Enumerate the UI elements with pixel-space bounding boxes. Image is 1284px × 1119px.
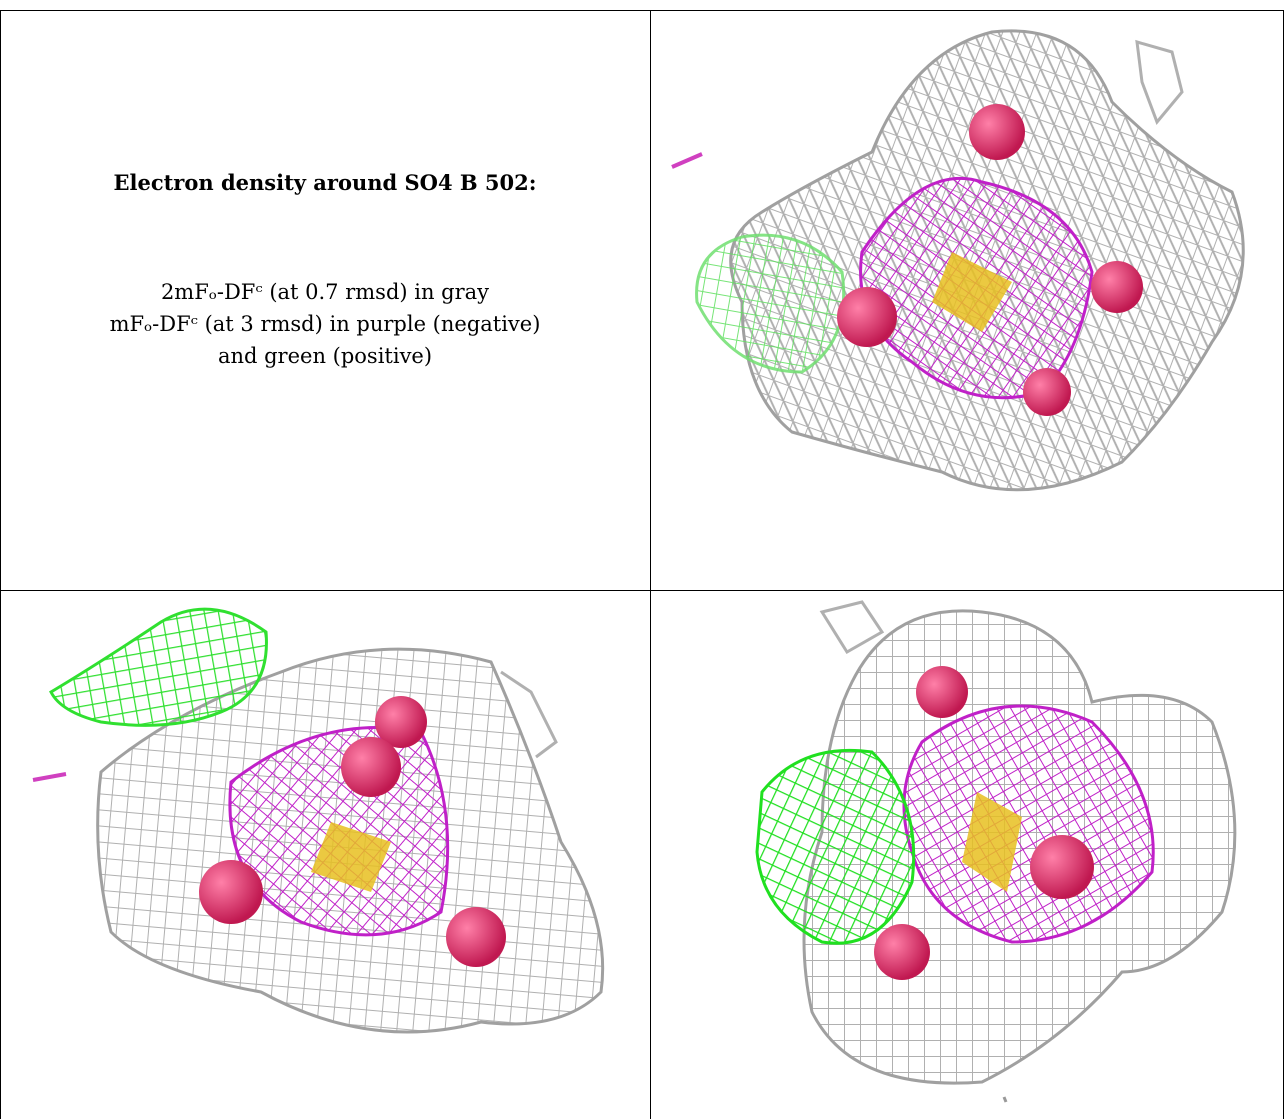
green-mesh [49,607,268,727]
oxygen-atom [1023,368,1071,416]
border-left [0,10,1,1119]
gray-fragment [500,670,558,759]
divider-vertical [650,10,651,1119]
oxygen-atom [1030,835,1094,899]
density-render-2 [32,607,605,1034]
sulfur-atom [311,822,391,892]
density-render-1 [671,29,1245,492]
caption-line-purple: mFₒ-DFᶜ (at 3 rmsd) in purple (negative) [109,312,541,336]
green-mesh [695,233,846,374]
caption-title: Electron density around SO4 B 502: [113,170,537,195]
oxygen-atom [341,737,401,797]
gray-fragment [1002,1096,1008,1103]
caption-cell: Electron density around SO4 B 502: 2mFₒ-… [0,10,650,590]
purple-fragment [32,772,67,782]
sulfur-atom [932,252,1012,332]
oxygen-atom [375,696,427,748]
caption-line-gray: 2mFₒ-DFᶜ (at 0.7 rmsd) in gray [160,280,490,304]
oxygen-atom [837,287,897,347]
caption-line-green: and green (positive) [217,344,433,368]
divider-horizontal [0,590,1284,591]
oxygen-atom [1091,261,1143,313]
oxygen-atom [916,666,968,718]
border-top [0,10,1284,11]
gray-fragment [1135,39,1184,125]
density-render-3 [755,600,1237,1103]
oxygen-atom [446,907,506,967]
sulfur-atom [962,792,1022,892]
gray-fragment [819,600,885,655]
oxygen-atom [969,104,1025,160]
oxygen-atom [199,860,263,924]
purple-fragment [671,152,703,169]
oxygen-atom [874,924,930,980]
density-panel-bottom-left [1,592,649,1118]
density-panel-top-right [652,12,1282,588]
density-panel-bottom-right [652,592,1282,1118]
green-mesh [755,748,916,945]
